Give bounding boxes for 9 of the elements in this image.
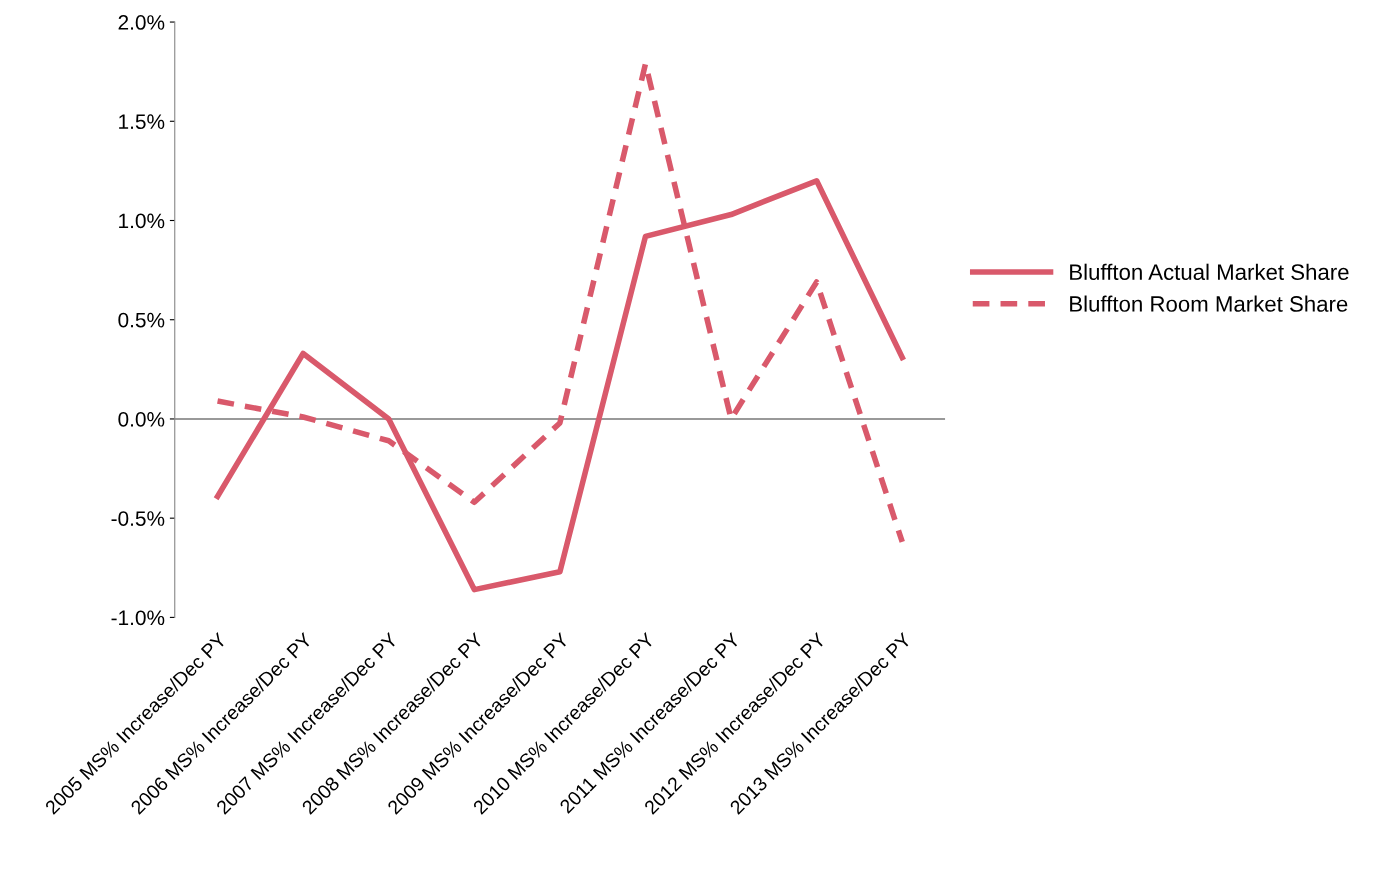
y-tick-label: 2.0% [118,15,165,30]
y-tick-label: -0.5% [111,511,165,526]
legend-label: Bluffton Actual Market Share [1070,263,1349,281]
y-tick-label: -1.0% [111,610,165,626]
y-tick-label: 0.5% [118,312,165,328]
y-tick-label: 1.0% [119,213,165,229]
y-tick-label: 0.0% [118,411,165,427]
legend-label: Bluffton Room Market Share [1070,295,1348,312]
y-tick-label: 1.5% [119,114,165,130]
